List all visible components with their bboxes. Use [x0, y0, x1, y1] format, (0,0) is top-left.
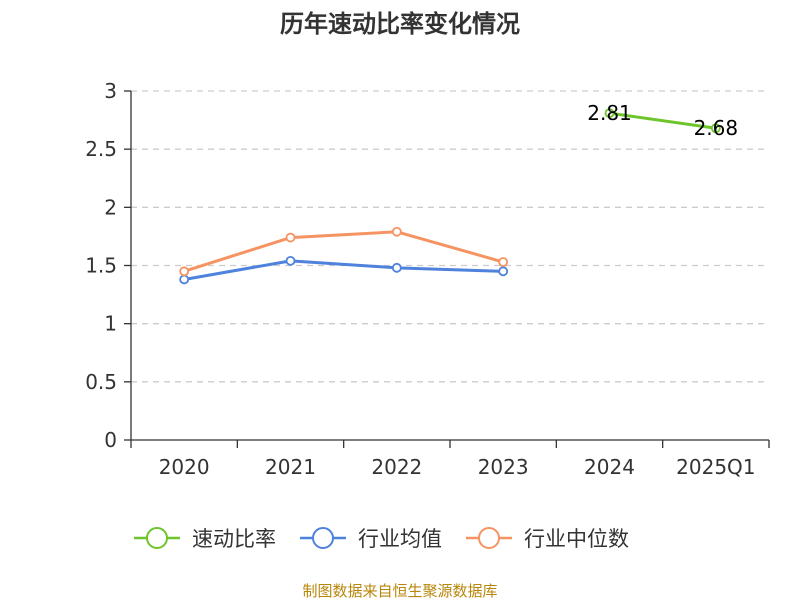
legend-label: 行业中位数 — [524, 527, 629, 551]
data-point[interactable] — [285, 255, 296, 266]
legend-marker-icon — [478, 527, 500, 549]
legend-item[interactable]: 行业均值 — [300, 527, 442, 551]
series-0: 2.81 2.68 — [587, 101, 738, 140]
x-tick-label: 2023 — [478, 455, 529, 479]
x-tick-label: 2020 — [159, 455, 210, 479]
y-tick-label: 2 — [104, 195, 117, 219]
legend-item[interactable]: 速动比率 — [134, 527, 276, 551]
x-tick-label: 2024 — [584, 455, 635, 479]
data-point[interactable] — [179, 266, 190, 277]
data-point[interactable] — [498, 266, 509, 277]
data-label: 2.81 — [587, 101, 632, 125]
grid-lines — [131, 90, 769, 383]
legend-label: 速动比率 — [192, 527, 276, 551]
legend-marker-icon — [312, 527, 334, 549]
legend-label: 行业均值 — [358, 527, 442, 551]
legend-marker-icon — [146, 527, 168, 549]
series-group: 2.81 2.68 — [179, 101, 738, 285]
data-label: 2.68 — [694, 116, 739, 140]
y-tick-label: 0 — [104, 428, 117, 452]
y-tick-label: 0.5 — [85, 370, 117, 394]
x-tick-label: 2021 — [265, 455, 316, 479]
legend-item[interactable]: 行业中位数 — [466, 527, 629, 551]
y-tick-label: 2.5 — [85, 137, 117, 161]
y-tick-label: 1.5 — [85, 254, 117, 278]
data-point[interactable] — [179, 274, 190, 285]
axes: 0 0.5 1 1.5 2 2.5 3 2020 2021 2022 2023 2024 2025Q1 — [85, 79, 770, 479]
source-note: 制图数据来自恒生聚源数据库 — [302, 582, 497, 600]
data-point[interactable] — [710, 123, 721, 134]
data-point[interactable] — [285, 232, 296, 243]
series-line — [609, 111, 717, 130]
series-1 — [179, 255, 509, 285]
legend[interactable]: 速动比率 行业均值 行业中位数 — [134, 527, 629, 551]
y-tick-label: 1 — [104, 312, 117, 336]
series-line — [183, 230, 504, 273]
chart-title: 历年速动比率变化情况 — [280, 10, 520, 38]
data-point[interactable] — [391, 262, 402, 273]
x-tick-label: 2025Q1 — [676, 455, 755, 479]
series-2 — [179, 226, 509, 277]
series-line — [183, 259, 504, 281]
data-point[interactable] — [498, 257, 509, 267]
y-tick-label: 3 — [104, 79, 117, 103]
data-point[interactable] — [391, 226, 402, 237]
x-tick-label: 2022 — [371, 455, 422, 479]
data-point[interactable] — [604, 108, 615, 119]
